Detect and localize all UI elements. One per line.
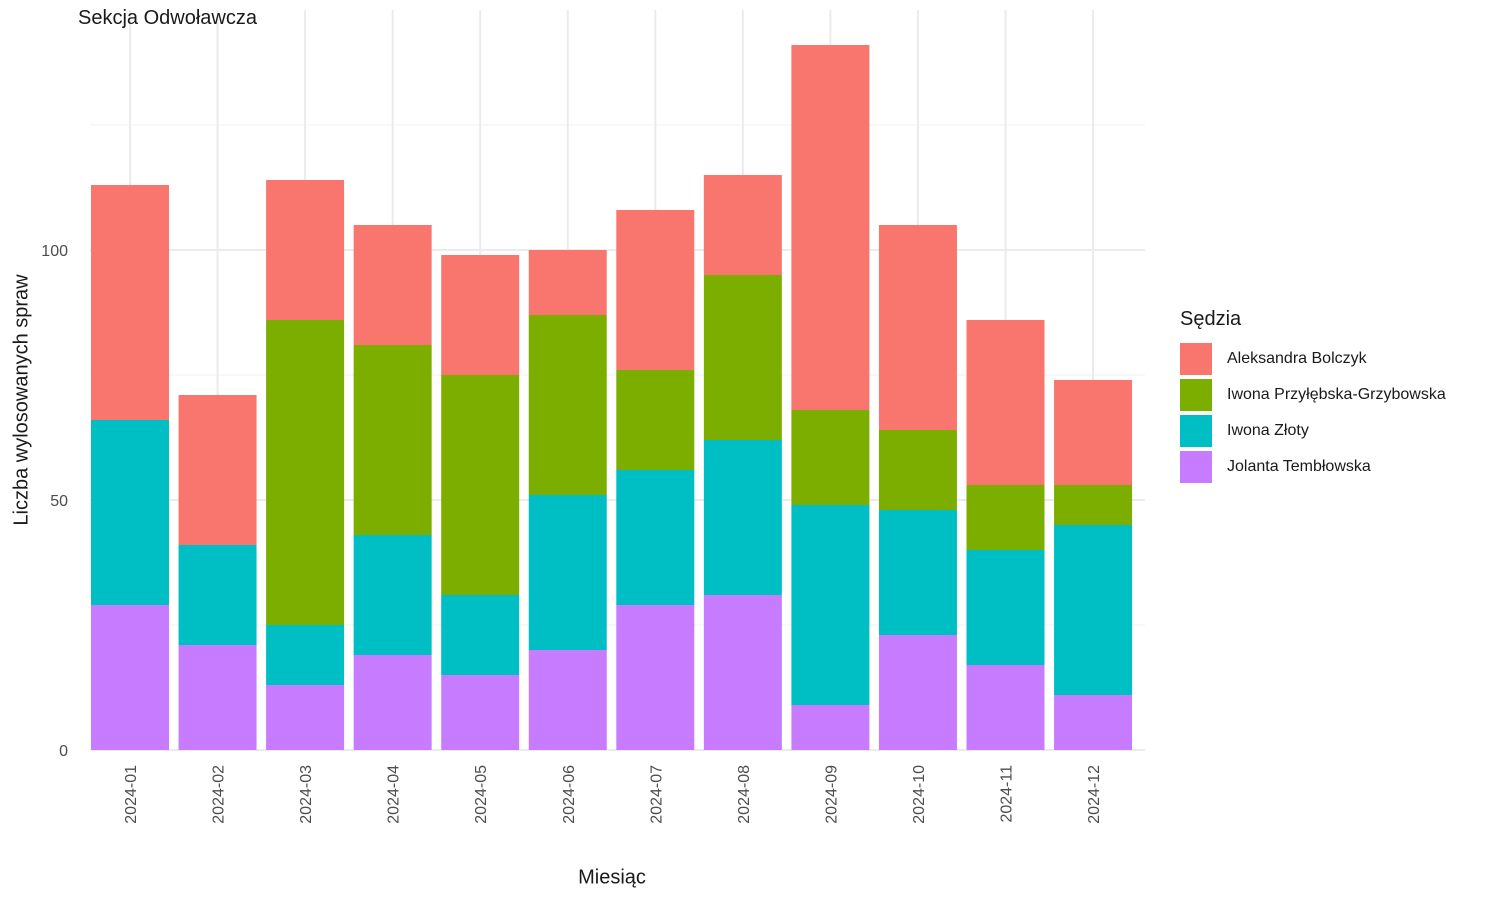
legend-label: Iwona Złoty [1227, 422, 1309, 439]
x-tick-label: 2024-05 [473, 765, 490, 824]
bar-segment [528, 250, 607, 315]
bar-segment [1054, 525, 1133, 695]
bar-segment [178, 395, 257, 545]
y-tick-label: 50 [50, 493, 68, 510]
x-tick-label: 2024-04 [386, 765, 403, 824]
bar-segment [791, 705, 870, 750]
bar-segment [616, 605, 695, 750]
x-tick-label: 2024-03 [298, 765, 315, 824]
x-tick-label: 2024-10 [911, 765, 928, 824]
bar-segment [703, 440, 782, 595]
bar-segment [878, 430, 957, 510]
bar-segment [791, 505, 870, 705]
bar-segment [878, 635, 957, 750]
bar-segment [878, 510, 957, 635]
bar-segment [1054, 380, 1133, 485]
bar-segment [178, 645, 257, 750]
y-tick-labels: 0 50 100 [41, 243, 68, 760]
x-tick-label: 2024-06 [561, 765, 578, 824]
bar-segment [353, 225, 432, 345]
x-tick-labels: 2024-01 2024-02 2024-03 2024-04 2024-05 2024-… [123, 765, 1103, 824]
bar-segment [353, 655, 432, 750]
bar-segment [441, 595, 520, 675]
bar-segment [966, 550, 1045, 665]
bar-segment [616, 370, 695, 470]
legend-swatch [1180, 379, 1212, 411]
bar-segment [528, 315, 607, 495]
x-tick-label: 2024-11 [999, 765, 1016, 823]
legend-items: Aleksandra Bolczyk Iwona Przyłębska-Grzyb… [1180, 341, 1446, 485]
bar-segment [178, 545, 257, 645]
bar-segment [1054, 695, 1133, 750]
chart-title: Sekcja Odwoławcza [78, 7, 257, 29]
bars [91, 45, 1133, 750]
legend-item: Iwona Przyłębska-Grzybowska [1180, 377, 1446, 413]
x-tick-label: 2024-09 [823, 765, 840, 824]
bar-segment [878, 225, 957, 430]
legend-swatch [1180, 451, 1212, 483]
legend-item: Iwona Złoty [1180, 413, 1446, 449]
bar-segment [616, 210, 695, 370]
bar-segment [266, 685, 345, 750]
legend-label: Aleksandra Bolczyk [1227, 350, 1367, 367]
x-tick-label: 2024-02 [211, 765, 228, 824]
x-tick-label: 2024-08 [736, 765, 753, 824]
bar-segment [1054, 485, 1133, 525]
legend-title: Sędzia [1180, 308, 1242, 330]
legend-item: Jolanta Tembłowska [1180, 449, 1446, 485]
bar-segment [528, 495, 607, 650]
bar-segment [441, 255, 520, 375]
legend-swatch [1180, 343, 1212, 375]
bar-segment [791, 45, 870, 410]
bar-segment [966, 485, 1045, 550]
x-tick-label: 2024-12 [1086, 765, 1103, 824]
bar-segment [966, 320, 1045, 485]
legend-item: Aleksandra Bolczyk [1180, 341, 1446, 377]
bar-segment [791, 410, 870, 505]
bar-segment [703, 275, 782, 440]
bar-segment [91, 420, 169, 605]
bar-segment [528, 650, 607, 750]
bar-segment [441, 675, 520, 750]
bar-segment [91, 185, 169, 420]
bar-segment [703, 175, 782, 275]
legend-swatch [1180, 415, 1212, 447]
bar-segment [91, 605, 169, 750]
bar-segment [353, 535, 432, 655]
y-tick-label: 0 [59, 743, 68, 760]
bar-segment [703, 595, 782, 750]
legend-label: Iwona Przyłębska-Grzybowska [1227, 386, 1446, 403]
bar-segment [266, 180, 345, 320]
x-tick-label: 2024-01 [123, 765, 140, 824]
legend-label: Jolanta Tembłowska [1227, 458, 1371, 475]
bar-segment [966, 665, 1045, 750]
bar-segment [353, 345, 432, 535]
y-tick-label: 100 [41, 243, 68, 260]
bar-segment [266, 625, 345, 685]
bar-segment [441, 375, 520, 595]
legend: Sędzia Aleksandra Bolczyk Iwona Przyłębsk… [1180, 308, 1446, 485]
x-axis-label: Miesiąc [578, 866, 646, 889]
y-axis-label: Liczba wylosowanych spraw [10, 274, 33, 526]
bar-segment [266, 320, 345, 625]
bar-segment [616, 470, 695, 605]
x-tick-label: 2024-07 [648, 765, 665, 824]
